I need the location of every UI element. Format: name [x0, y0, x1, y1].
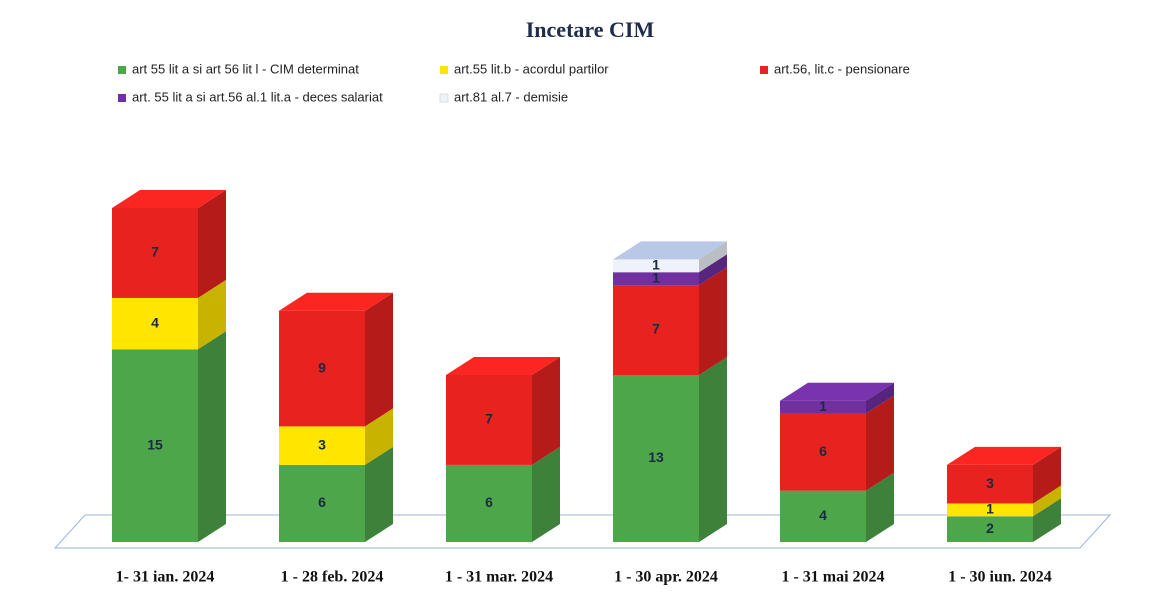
x-tick-label: 1 - 28 feb. 2024: [281, 569, 384, 586]
bar-side: [198, 331, 226, 542]
data-label: 1: [986, 501, 994, 517]
bar-segment: [613, 267, 727, 375]
bar-front: [112, 297, 198, 350]
bar-front: [780, 490, 866, 542]
bar-segment: [112, 279, 226, 350]
legend-label: art.55 lit.b - acordul partilor: [454, 61, 609, 76]
bar-segment: [279, 446, 393, 542]
bar-front: [613, 375, 699, 542]
bar-side: [1033, 498, 1061, 542]
bar-segment: [780, 472, 894, 542]
bar-segment: [279, 408, 393, 465]
bar-front: [947, 464, 1033, 504]
bar-side: [866, 395, 894, 491]
bar-side: [699, 254, 727, 286]
chart-title: Incetare CIM: [526, 17, 655, 42]
bar-side: [365, 446, 393, 542]
data-label: 7: [151, 244, 159, 260]
bar-segment: [446, 446, 560, 542]
bar-top: [112, 190, 226, 208]
bar-front: [613, 259, 699, 273]
bar-front: [613, 272, 699, 286]
bar-segment: [112, 331, 226, 542]
legend-swatch: [760, 66, 768, 74]
bar-side: [1033, 446, 1061, 504]
bar-segment: [112, 190, 226, 298]
data-label: 1: [652, 269, 660, 285]
data-label: 7: [485, 411, 493, 427]
bar-front: [279, 310, 365, 427]
data-label: 4: [151, 314, 159, 330]
bar-front: [112, 208, 198, 298]
legend-swatch: [118, 94, 126, 102]
bar-front: [947, 503, 1033, 517]
bar-front: [279, 426, 365, 465]
data-label: 6: [819, 443, 827, 459]
data-label: 15: [147, 436, 163, 452]
bar-side: [198, 190, 226, 298]
bar-side: [198, 279, 226, 350]
legend-label: art. 55 lit a si art.56 al.1 lit.a - dec…: [132, 89, 383, 104]
x-tick-label: 1 - 30 iun. 2024: [948, 569, 1052, 586]
bar-top: [279, 292, 393, 311]
bar-side: [365, 408, 393, 465]
legend-swatch: [439, 93, 449, 103]
data-label: 2: [986, 520, 994, 536]
legend-label: art.56, lit.c - pensionare: [774, 61, 910, 76]
bar-segment: [613, 241, 727, 273]
bar-front: [780, 400, 866, 414]
bar-front: [613, 285, 699, 375]
bar-side: [532, 446, 560, 542]
bar-front: [446, 464, 532, 542]
bar-segment: [613, 357, 727, 542]
legend-swatch: [440, 66, 448, 74]
bar-segment: [947, 498, 1061, 542]
bar-side: [699, 357, 727, 542]
bar-segment: [780, 382, 894, 414]
bar-side: [1033, 485, 1061, 517]
data-label: 9: [318, 359, 326, 375]
data-label: 13: [648, 449, 664, 465]
bar-segment: [947, 446, 1061, 504]
x-tick-label: 1 - 31 mar. 2024: [445, 569, 553, 586]
bar-top: [780, 382, 894, 401]
bar-segment: [947, 485, 1061, 517]
data-label: 1: [819, 398, 827, 414]
bar-side: [699, 241, 727, 273]
bar-front: [279, 464, 365, 542]
data-label: 6: [318, 494, 326, 510]
x-tick-label: 1 - 31 mai 2024: [781, 569, 884, 586]
bar-side: [699, 267, 727, 375]
bar-segment: [446, 357, 560, 465]
data-label: 6: [485, 494, 493, 510]
bar-segment: [613, 254, 727, 286]
data-label: 3: [318, 436, 326, 452]
bar-side: [866, 382, 894, 414]
data-label: 4: [819, 507, 827, 523]
bar-front: [446, 375, 532, 465]
bar-top: [613, 241, 727, 260]
legend-label: art 55 lit a si art 56 lit l - CIM deter…: [132, 61, 359, 76]
legend-label: art.81 al.7 - demisie: [454, 89, 568, 104]
x-tick-label: 1 - 30 apr. 2024: [614, 569, 718, 586]
data-label: 7: [652, 321, 660, 337]
bar-top: [947, 446, 1061, 465]
bar-side: [866, 472, 894, 542]
bar-side: [532, 357, 560, 465]
bar-segment: [279, 292, 393, 427]
bar-front: [112, 349, 198, 542]
bar-front: [780, 413, 866, 491]
floor: [53, 514, 1112, 549]
bar-top: [446, 357, 560, 375]
bar-segment: [780, 395, 894, 491]
bar-side: [365, 292, 393, 427]
bar-front: [947, 516, 1033, 542]
data-label: 1: [652, 257, 660, 273]
legend-swatch: [118, 66, 126, 74]
data-label: 3: [986, 475, 994, 491]
x-tick-label: 1- 31 ian. 2024: [116, 569, 215, 586]
